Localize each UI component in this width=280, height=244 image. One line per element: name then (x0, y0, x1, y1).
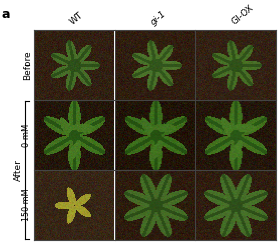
Text: After: After (13, 159, 22, 181)
Text: gi-1: gi-1 (149, 9, 168, 27)
Text: WT: WT (69, 11, 85, 27)
Text: a: a (2, 8, 11, 21)
Text: 150 mM: 150 mM (22, 189, 31, 221)
Text: GI-OX: GI-OX (230, 4, 255, 27)
Text: 0 mM: 0 mM (22, 123, 31, 147)
Text: Before: Before (23, 50, 32, 80)
